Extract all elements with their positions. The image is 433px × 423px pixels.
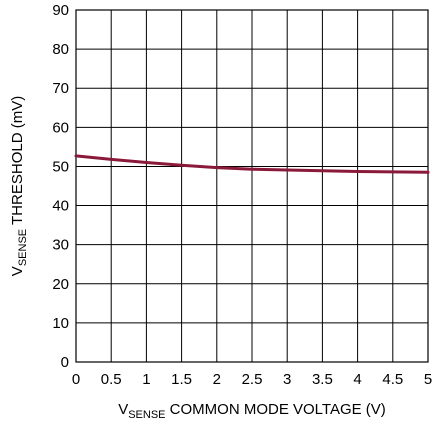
y-tick-label: 50 xyxy=(52,158,69,175)
x-axis-title: VSENSE COMMON MODE VOLTAGE (V) xyxy=(118,401,386,421)
y-tick-label: 10 xyxy=(52,315,69,332)
x-tick-label: 3 xyxy=(283,371,291,388)
x-tick-label: 1.5 xyxy=(171,371,192,388)
y-tick-label: 0 xyxy=(61,354,69,371)
x-tick-label: 0.5 xyxy=(101,371,122,388)
y-tick-label: 40 xyxy=(52,198,69,215)
series-layer xyxy=(74,154,430,174)
x-tick-label: 2 xyxy=(213,371,221,388)
x-axis-title-rest: COMMON MODE VOLTAGE (V) xyxy=(166,401,386,418)
x-tick-label: 4.5 xyxy=(382,371,403,388)
y-axis-title-prefix: V xyxy=(9,266,26,276)
y-tick-label: 20 xyxy=(52,276,69,293)
x-tick-label: 5 xyxy=(424,371,432,388)
x-axis-title-subscript: SENSE xyxy=(128,409,165,421)
series-line xyxy=(74,154,430,174)
grid xyxy=(75,9,429,363)
y-axis-title: VSENSE THRESHOLD (mV) xyxy=(9,96,29,276)
x-axis-title-prefix: V xyxy=(118,401,128,418)
y-tick-label: 60 xyxy=(52,119,69,136)
y-axis-title-rest: THRESHOLD (mV) xyxy=(9,96,26,229)
x-tick-label: 3.5 xyxy=(312,371,333,388)
y-tick-label: 80 xyxy=(52,41,69,58)
x-tick-label: 0 xyxy=(72,371,80,388)
plot-frame xyxy=(75,9,429,363)
y-tick-label: 30 xyxy=(52,237,69,254)
x-tick-label: 2.5 xyxy=(242,371,263,388)
x-axis-ticks: 0 0.5 1 1.5 2 2.5 3 3.5 4 4.5 5 xyxy=(72,371,432,388)
x-tick-label: 4 xyxy=(353,371,361,388)
y-axis-ticks: 0 10 20 30 40 50 60 70 80 90 xyxy=(52,2,69,371)
y-tick-label: 90 xyxy=(52,2,69,19)
x-tick-label: 1 xyxy=(142,371,150,388)
y-axis-title-subscript: SENSE xyxy=(17,229,29,266)
y-tick-label: 70 xyxy=(52,80,69,97)
